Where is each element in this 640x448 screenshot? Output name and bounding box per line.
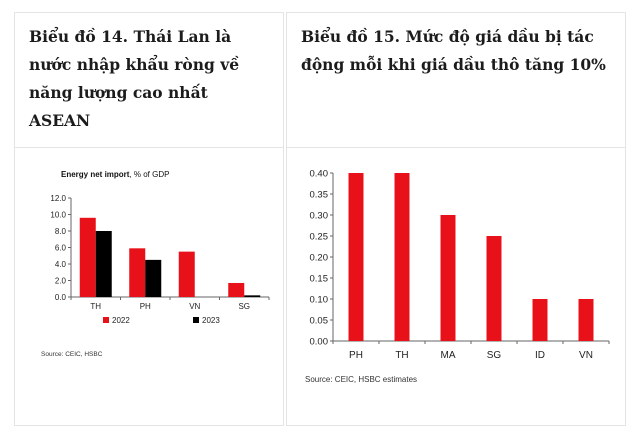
- y-tick-label: 0.40: [310, 168, 329, 179]
- y-tick-label: 2.0: [55, 276, 67, 285]
- chart-source: Source: CEIC, HSBC: [41, 351, 103, 358]
- legend-swatch-2023: [193, 317, 199, 323]
- x-tick-label: ID: [535, 350, 545, 361]
- y-tick-label: 0.15: [310, 273, 329, 284]
- bar-ph: [348, 173, 364, 341]
- y-tick-label: 0.10: [310, 294, 329, 305]
- y-tick-label: 4.0: [55, 260, 67, 269]
- bar-ma: [440, 215, 456, 341]
- y-tick-label: 10.0: [50, 210, 66, 219]
- divider: [287, 147, 625, 148]
- chart-panel-right: Biểu đồ 15. Mức độ giá dầu bị tác động m…: [286, 12, 626, 426]
- y-tick-label: 0.00: [310, 336, 329, 347]
- chart-title: Energy net import, % of GDP: [61, 170, 169, 179]
- x-tick-label: PH: [349, 350, 363, 361]
- chart-source: Source: CEIC, HSBC estimates: [305, 375, 417, 384]
- bar-th: [394, 173, 410, 341]
- x-tick-label: TH: [90, 302, 101, 311]
- bar-sg-2022: [228, 282, 245, 297]
- x-tick-label: SG: [487, 350, 502, 361]
- x-tick-label: PH: [140, 302, 151, 311]
- divider: [15, 147, 283, 148]
- y-tick-label: 0.35: [310, 189, 329, 200]
- y-tick-label: 0.0: [55, 293, 67, 302]
- bar-th-2022: [79, 217, 96, 297]
- bar-sg: [486, 236, 502, 341]
- oil-price-impact-chart: Source: CEIC, HSBC estimates 0.40 0.35 0.3…: [305, 168, 610, 384]
- y-tick-label: 0.05: [310, 315, 329, 326]
- x-tick-label: TH: [395, 350, 408, 361]
- y-tick-label: 0.25: [310, 231, 329, 242]
- bar-id: [532, 299, 548, 341]
- y-tick-label: 6.0: [55, 243, 67, 252]
- bar-vn-2022: [178, 251, 195, 297]
- x-tick-label: VN: [579, 350, 593, 361]
- bar-vn: [578, 299, 594, 341]
- panel-title: Biểu đồ 15. Mức độ giá dầu bị tác động m…: [301, 27, 606, 74]
- bar-th-2023: [95, 231, 112, 297]
- x-tick-label: MA: [441, 350, 456, 361]
- y-tick-label: 12.0: [50, 194, 66, 203]
- y-tick-label: 0.30: [310, 210, 329, 221]
- legend-label-2023: 2023: [202, 316, 220, 325]
- bar-ph-2022: [129, 248, 146, 297]
- panel-title: Biểu đồ 14. Thái Lan là nước nhập khẩu r…: [29, 27, 240, 130]
- x-tick-label: SG: [238, 302, 250, 311]
- x-tick-label: VN: [189, 302, 200, 311]
- y-tick-label: 0.20: [310, 252, 329, 263]
- bar-ph-2023: [145, 259, 162, 297]
- chart-panel-left: Biểu đồ 14. Thái Lan là nước nhập khẩu r…: [14, 12, 284, 426]
- energy-import-chart: Energy net import, % of GDP Source: CEIC…: [41, 170, 270, 358]
- y-tick-label: 8.0: [55, 227, 67, 236]
- legend-label-2022: 2022: [112, 316, 130, 325]
- bar-sg-2023: [244, 295, 261, 297]
- legend-swatch-2022: [103, 317, 109, 323]
